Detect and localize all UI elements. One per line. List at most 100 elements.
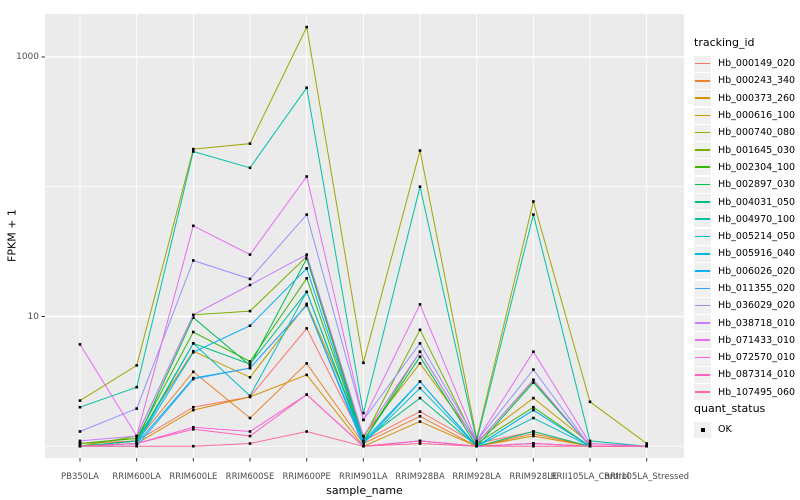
legend-line-icon [695,149,710,151]
data-point [418,415,422,418]
legend-line-icon [695,114,710,117]
data-point [588,400,592,404]
data-point [418,350,422,353]
data-point [135,442,138,445]
legend-item-Hb_011355_020: Hb_011355_020 [694,280,799,297]
legend-key-swatch [694,228,711,245]
data-point [248,324,252,327]
data-point [418,420,422,423]
legend-key-swatch [694,142,711,159]
data-point [248,283,252,287]
legend-item-Hb_000243_340: Hb_000243_340 [694,72,799,89]
data-point [248,364,252,367]
legend-line-icon [695,218,710,220]
data-point [305,175,308,178]
legend-title-quant-status: quant_status [694,402,766,415]
data-point [418,380,422,383]
data-point [475,442,478,445]
data-point [418,442,422,445]
data-point [532,408,535,412]
data-point [135,407,138,410]
data-point [248,253,252,256]
data-point [475,437,478,440]
data-point [305,267,308,270]
legend-line-icon [695,183,710,186]
panel-background [45,14,684,458]
x-tick-label: RRII105LA_Control [550,472,630,482]
legend-line-icon [695,252,710,255]
legend-key-swatch [694,72,711,89]
legend-label: Hb_000616_100 [718,110,796,122]
data-point [305,302,308,306]
data-point [78,430,82,433]
ok-key-swatch [694,421,711,438]
legend-label: Hb_001645_030 [718,144,796,156]
data-point [192,351,195,354]
legend-key-swatch [694,107,711,124]
x-tick-label: RRIM928LA [452,472,501,482]
data-point [248,166,252,170]
legend-label: Hb_107495_060 [718,386,796,398]
legend-key-swatch [694,90,711,107]
data-point [532,396,535,400]
legend-item-Hb_004970_100: Hb_004970_100 [694,211,799,228]
data-point [645,442,648,445]
data-point [418,410,422,413]
x-tick-label: RRIM600LE [169,472,218,482]
x-tick-label: RRIM600SE [225,472,275,482]
data-point [248,416,252,420]
legend-label: Hb_002304_100 [718,161,796,173]
data-point [192,330,195,334]
legend-item-Hb_000740_080: Hb_000740_080 [694,124,799,141]
legend-key-swatch [694,280,711,297]
point-marker-icon [700,427,705,432]
legend-key-swatch [694,297,711,314]
data-point [305,25,308,29]
legend-line-icon [695,287,710,290]
data-point [192,259,195,262]
data-point [248,142,252,145]
data-point [305,257,308,260]
data-point [418,303,422,306]
legend-label: Hb_005916_040 [718,248,796,260]
y-tick-label: 10 [27,311,39,322]
data-point [362,437,365,440]
x-tick-label: RRIM928LE [509,472,558,482]
legend-key-swatch [694,349,711,366]
data-point [362,411,365,415]
legend-label: Hb_036029_020 [718,300,796,312]
data-point [532,200,535,203]
data-point [305,213,308,216]
legend-label: Hb_038718_010 [718,317,796,329]
data-point [135,385,138,389]
x-tick-label: RRII105LA_Stressed [604,472,690,482]
data-point [78,343,82,346]
data-point [305,255,308,258]
legend-key-swatch [694,159,711,176]
data-point [418,185,422,188]
data-point [192,224,195,228]
data-point [532,405,535,409]
data-point [645,444,648,448]
legend-label: Hb_011355_020 [718,283,796,294]
legend-item-Hb_005916_040: Hb_005916_040 [694,245,799,262]
legend-key-swatch [694,332,711,349]
data-point [362,418,365,422]
legend-label: Hb_004031_050 [718,196,796,208]
data-point [532,442,535,445]
legend-key-swatch [694,124,711,141]
data-point [78,405,82,409]
data-point [192,313,195,317]
data-point [192,370,195,374]
data-point [78,442,82,445]
legend-key-swatch [694,315,711,332]
legend-label: Hb_087314_010 [718,369,796,381]
y-tick-label: 1000 [16,52,39,62]
data-point [475,444,478,448]
data-point [532,416,535,420]
x-tick-label: RRIM600LA [112,472,161,482]
data-point [418,149,422,152]
legend-item-Hb_071433_010: Hb_071433_010 [694,332,799,349]
legend-item-Hb_002304_100: Hb_002304_100 [694,159,799,176]
x-tick-label: PB350LA [61,472,99,482]
